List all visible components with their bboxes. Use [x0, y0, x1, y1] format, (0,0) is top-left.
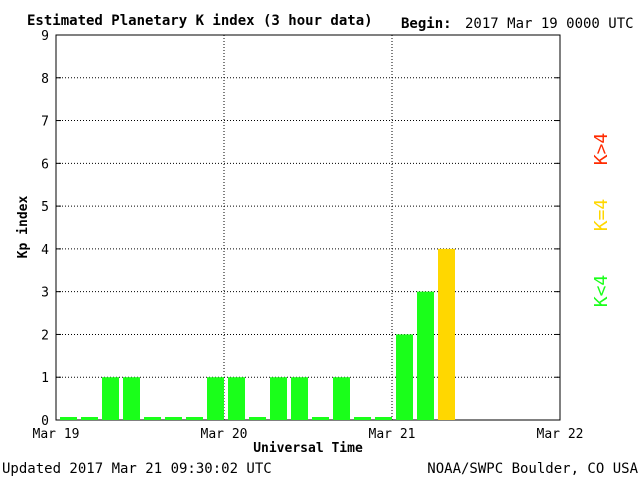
kp-bar: [123, 377, 140, 420]
kp-bar: [291, 377, 308, 420]
y-tick-label: 7: [41, 115, 49, 130]
x-tick-label: Mar 19: [33, 427, 80, 442]
y-tick-label: 2: [41, 328, 49, 343]
begin-label: Begin:: [401, 16, 452, 32]
y-tick-label: 8: [41, 72, 49, 87]
legend-k-equal-4: K=4: [591, 199, 612, 232]
y-tick-label: 9: [41, 29, 49, 44]
kp-bar: [228, 377, 245, 420]
kp-bar: [207, 377, 224, 420]
kp-bar: [333, 377, 350, 420]
y-axis-title: Kp index: [16, 196, 31, 259]
source-label: NOAA/SWPC Boulder, CO USA: [427, 461, 638, 477]
kp-bar: [144, 417, 161, 420]
kp-bar: [417, 291, 434, 420]
y-tick-label: 0: [41, 414, 49, 429]
y-tick-labels: 0 1 2 3 4 5 6 7 8 9: [41, 29, 49, 429]
kp-bar: [165, 417, 182, 420]
plot-area: [55, 34, 561, 421]
kp-bar: [312, 417, 329, 420]
kp-bar: [249, 417, 266, 420]
kp-bar: [102, 377, 119, 420]
y-tick-label: 1: [41, 371, 49, 386]
x-axis-title: Universal Time: [253, 441, 363, 456]
y-tick-label: 3: [41, 286, 49, 301]
legend-k-less-4: K<4: [591, 275, 612, 308]
kp-bar: [354, 417, 371, 420]
y-tick-label: 6: [41, 157, 49, 172]
updated-timestamp: Updated 2017 Mar 21 09:30:02 UTC: [2, 461, 272, 477]
begin-value: 2017 Mar 19 0000 UTC: [465, 16, 634, 32]
kp-bar: [438, 248, 455, 420]
x-tick-label: Mar 22: [537, 427, 584, 442]
y-tick-label: 4: [41, 243, 49, 258]
kp-bar: [270, 377, 287, 420]
kp-bar: [186, 417, 203, 420]
x-tick-labels: Mar 19 Mar 20 Mar 21 Mar 22: [33, 427, 584, 442]
kp-bar: [81, 417, 98, 420]
kp-bar: [396, 334, 413, 420]
y-tick-label: 5: [41, 200, 49, 215]
chart-title: Estimated Planetary K index (3 hour data…: [27, 13, 373, 29]
kp-bar: [60, 417, 77, 420]
bar-layer: [60, 248, 455, 420]
x-tick-label: Mar 21: [369, 427, 416, 442]
x-tick-label: Mar 20: [201, 427, 248, 442]
kp-bar: [375, 417, 392, 420]
legend-k-greater-4: K>4: [591, 133, 612, 166]
